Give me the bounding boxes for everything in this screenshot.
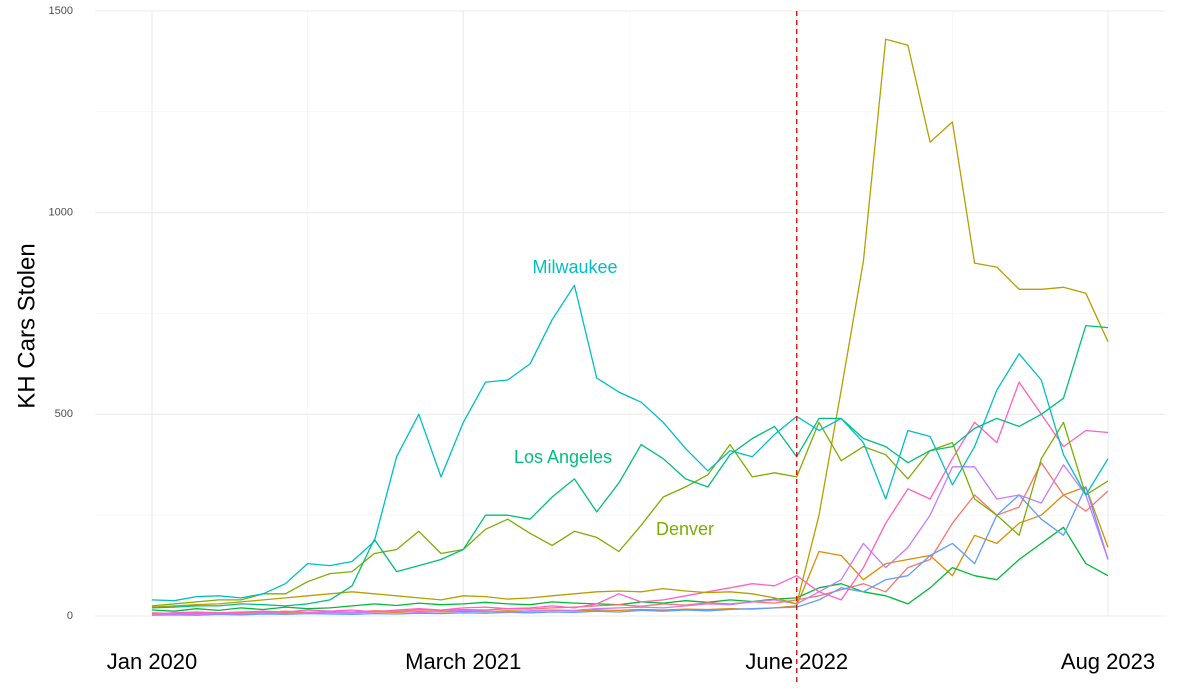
- series-line: [151, 464, 1109, 616]
- y-tick-label: 1500: [49, 5, 73, 17]
- y-tick-label: 0: [67, 610, 73, 622]
- y-axis-label: KH Cars Stolen: [13, 243, 40, 408]
- x-tick-label: March 2021: [405, 649, 521, 674]
- x-tick-label: Aug 2023: [1061, 649, 1155, 674]
- series-line: [151, 462, 1109, 615]
- series-line: [151, 284, 1109, 602]
- series-line: [151, 38, 1109, 608]
- y-tick-label: 1000: [49, 207, 73, 219]
- series-annotation: Los Angeles: [514, 447, 612, 467]
- x-tick-label: Jan 2020: [107, 649, 198, 674]
- series-line: [151, 421, 1109, 607]
- y-tick-label: 500: [55, 408, 73, 420]
- series-line: [151, 526, 1109, 612]
- series-line: [151, 381, 1109, 615]
- series-line: [151, 324, 1109, 609]
- series-annotation: Denver: [656, 519, 714, 539]
- series-annotation: Milwaukee: [532, 257, 617, 277]
